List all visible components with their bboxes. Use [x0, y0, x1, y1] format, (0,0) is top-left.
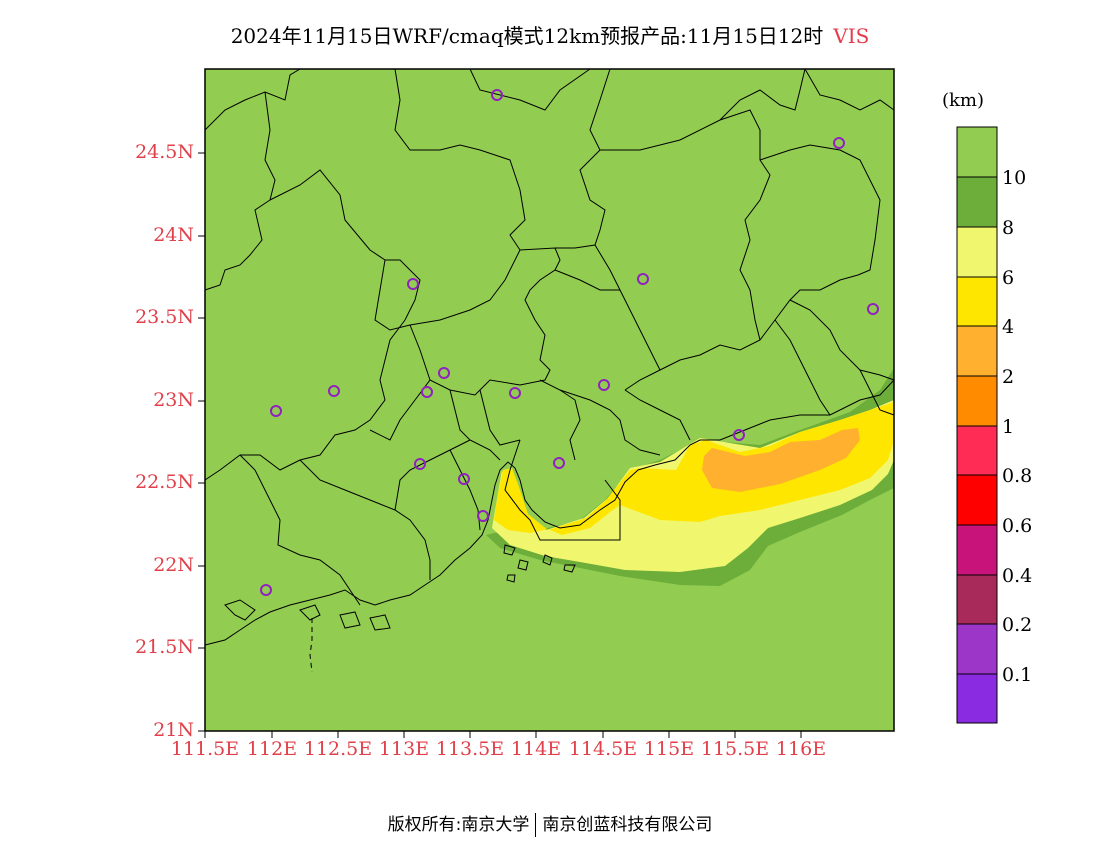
- colorbar-label: 8: [1002, 217, 1015, 239]
- lat-label: 24.5N: [135, 141, 194, 163]
- colorbar-swatch: [957, 525, 997, 575]
- axis-ticks: [198, 152, 802, 738]
- lat-label: 22N: [153, 554, 194, 576]
- lon-label: 115.5E: [700, 738, 770, 760]
- city-marker: [867, 303, 879, 315]
- colorbar-label: 0.1: [1002, 664, 1033, 686]
- colorbar-swatch: [957, 177, 997, 227]
- footer-left: 版权所有:南京大学: [387, 815, 530, 835]
- city-marker: [509, 387, 521, 399]
- map-title: 2024年11月15日WRF/cmaq模式12km预报产品:11月15日12时 V…: [0, 20, 1100, 49]
- lon-label: 116E: [775, 738, 827, 760]
- colorbar-swatch: [957, 277, 997, 326]
- city-marker: [421, 386, 433, 398]
- city-marker: [477, 510, 489, 522]
- colorbar-swatch: [957, 376, 997, 426]
- lon-label: 113.5E: [435, 738, 505, 760]
- colorbar-label: 0.2: [1002, 614, 1033, 636]
- lat-label: 21.5N: [135, 636, 194, 658]
- title-variable: VIS: [833, 24, 870, 48]
- footer-separator: [535, 813, 537, 837]
- coastline: [204, 379, 895, 673]
- colorbar-swatch: [957, 426, 997, 475]
- colorbar-swatch: [957, 326, 997, 376]
- footer-right: 南京创蓝科技有限公司: [542, 815, 713, 835]
- lat-label: 23.5N: [135, 306, 194, 328]
- lat-label: 21N: [153, 719, 194, 741]
- vis-contour-4km: [494, 402, 894, 535]
- lon-label: 114.5E: [568, 738, 638, 760]
- colorbar-label: 0.8: [1002, 465, 1033, 487]
- city-markers: [260, 89, 879, 596]
- colorbar-label: 10: [1002, 167, 1027, 189]
- lat-label: 23N: [153, 389, 194, 411]
- admin-boundaries: [204, 68, 895, 606]
- colorbar: [956, 126, 998, 724]
- city-marker: [553, 457, 565, 469]
- map-background: [205, 69, 894, 731]
- city-marker: [260, 584, 272, 596]
- lon-label: 112E: [246, 738, 298, 760]
- city-marker: [833, 137, 845, 149]
- lon-label: 113E: [378, 738, 430, 760]
- colorbar-swatch: [957, 227, 997, 277]
- lat-label: 24N: [153, 224, 194, 246]
- colorbar-label: 0.6: [1002, 515, 1033, 537]
- city-marker: [598, 379, 610, 391]
- colorbar-label: 6: [1002, 267, 1015, 289]
- lon-label: 115E: [643, 738, 695, 760]
- city-marker: [491, 89, 503, 101]
- city-marker: [407, 278, 419, 290]
- colorbar-swatch: [957, 127, 997, 177]
- colorbar-swatch: [957, 674, 997, 723]
- colorbar-label: 2: [1002, 366, 1015, 388]
- lon-label: 112.5E: [303, 738, 373, 760]
- colorbar-label: 4: [1002, 316, 1015, 338]
- lat-label: 22.5N: [135, 471, 194, 493]
- title-main: 2024年11月15日WRF/cmaq模式12km预报产品:11月15日12时: [230, 24, 824, 48]
- map-frame: [204, 68, 895, 732]
- city-marker: [733, 429, 745, 441]
- colorbar-swatch: [957, 475, 997, 525]
- colorbar-swatch: [957, 624, 997, 674]
- city-marker: [270, 405, 282, 417]
- colorbar-label: 0.4: [1002, 565, 1033, 587]
- lon-label: 114E: [510, 738, 562, 760]
- city-marker: [438, 367, 450, 379]
- vis-contour-2km: [702, 428, 860, 492]
- lon-label: 111.5E: [170, 738, 240, 760]
- city-marker: [328, 385, 340, 397]
- colorbar-swatch: [957, 575, 997, 624]
- colorbar-unit: (km): [942, 90, 985, 111]
- colorbar-label: 1: [1002, 416, 1015, 438]
- copyright-footer: 版权所有:南京大学 南京创蓝科技有限公司: [0, 810, 1100, 837]
- city-marker: [637, 273, 649, 285]
- city-marker: [414, 458, 426, 470]
- city-marker: [458, 473, 470, 485]
